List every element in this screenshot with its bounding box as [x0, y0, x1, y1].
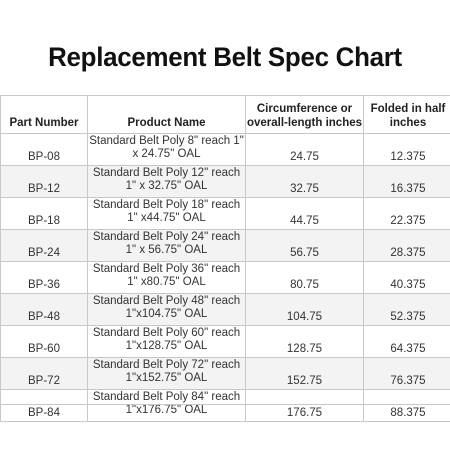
- product-name-cell: Standard Belt Poly 24" reach 1" x 56.75"…: [87, 229, 246, 262]
- folded-cell: 64.375: [363, 325, 450, 358]
- circumference-cell: 80.75: [245, 261, 364, 294]
- folded-cell: 40.375: [363, 261, 450, 294]
- header-product-name: Product Name: [87, 95, 246, 134]
- table-row: BP-36 Standard Belt Poly 36" reach 1" x8…: [0, 261, 450, 294]
- header-row: Part Number Product Name Circumference o…: [0, 95, 450, 134]
- folded-cell: 88.375: [363, 389, 450, 422]
- table-row: BP-48 Standard Belt Poly 48" reach 1"x10…: [0, 293, 450, 326]
- table-row: BP-12 Standard Belt Poly 12" reach 1" x …: [0, 165, 450, 198]
- part-number-cell: BP-84: [0, 389, 88, 422]
- circumference-cell: 24.75: [245, 133, 364, 166]
- product-name-cell: Standard Belt Poly 72" reach 1"x152.75" …: [87, 357, 246, 390]
- folded-cell: 22.375: [363, 197, 450, 230]
- header-folded: Folded in half inches: [363, 95, 450, 134]
- product-name-cell: Standard Belt Poly 84" reach 1"x176.75" …: [87, 389, 246, 422]
- product-name-cell: Standard Belt Poly 48" reach 1"x104.75" …: [87, 293, 246, 326]
- product-name-cell: Standard Belt Poly 60" reach 1"x128.75" …: [87, 325, 246, 358]
- product-name-cell: Standard Belt Poly 18" reach 1" x44.75" …: [87, 197, 246, 230]
- circumference-cell: 128.75: [245, 325, 364, 358]
- part-number-cell: BP-08: [0, 133, 88, 166]
- circumference-cell: 32.75: [245, 165, 364, 198]
- folded-cell: 28.375: [363, 229, 450, 262]
- product-name-cell: Standard Belt Poly 8" reach 1" x 24.75" …: [87, 133, 246, 166]
- part-number-cell: BP-36: [0, 261, 88, 294]
- part-number-cell: BP-72: [0, 357, 88, 390]
- folded-cell: 52.375: [363, 293, 450, 326]
- folded-cell: 12.375: [363, 133, 450, 166]
- part-number-cell: BP-18: [0, 197, 88, 230]
- table-row: BP-72 Standard Belt Poly 72" reach 1"x15…: [0, 357, 450, 390]
- table-row: BP-60 Standard Belt Poly 60" reach 1"x12…: [0, 325, 450, 358]
- circumference-cell: 56.75: [245, 229, 364, 262]
- part-number-cell: BP-24: [0, 229, 88, 262]
- table-row: BP-18 Standard Belt Poly 18" reach 1" x4…: [0, 197, 450, 230]
- spec-table: Part Number Product Name Circumference o…: [0, 95, 450, 422]
- circumference-cell: 152.75: [245, 357, 364, 390]
- header-circumference: Circumference or overall-length inches: [245, 95, 364, 134]
- part-number-cell: BP-48: [0, 293, 88, 326]
- header-part-number: Part Number: [0, 95, 88, 134]
- table-row: BP-08 Standard Belt Poly 8" reach 1" x 2…: [0, 133, 450, 166]
- product-name-cell: Standard Belt Poly 12" reach 1" x 32.75"…: [87, 165, 246, 198]
- circumference-cell: 176.75: [245, 389, 364, 422]
- page-title: Replacement Belt Spec Chart: [48, 42, 402, 72]
- table-row: BP-84 Standard Belt Poly 84" reach 1"x17…: [0, 389, 450, 422]
- circumference-cell: 44.75: [245, 197, 364, 230]
- table-bottom-border: [0, 404, 450, 405]
- part-number-cell: BP-12: [0, 165, 88, 198]
- folded-cell: 16.375: [363, 165, 450, 198]
- folded-cell: 76.375: [363, 357, 450, 390]
- circumference-cell: 104.75: [245, 293, 364, 326]
- table-row: BP-24 Standard Belt Poly 24" reach 1" x …: [0, 229, 450, 262]
- product-name-cell: Standard Belt Poly 36" reach 1" x80.75" …: [87, 261, 246, 294]
- part-number-cell: BP-60: [0, 325, 88, 358]
